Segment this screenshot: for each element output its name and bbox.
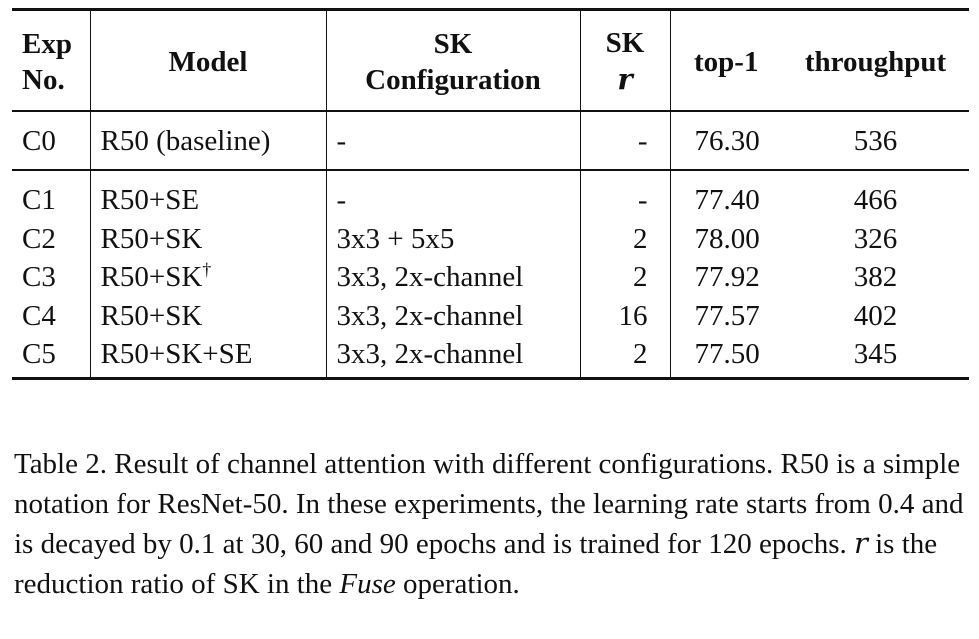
cell-model: R50+SK [90,219,327,259]
cell-exp: C3 [12,258,91,297]
cell-throughput: 466 [853,184,898,217]
cell-r: 2 [580,219,671,259]
header-sk-r: SK r [580,9,671,111]
cell-model: R50+SK+SE [90,335,327,379]
cell-exp: C1 [12,170,91,220]
table-row: C3 R50+SK† 3x3, 2x-channel 2 77.92 382 [12,258,969,297]
cell-top1: 77.57 [694,299,760,332]
cell-throughput: 402 [853,299,898,332]
baseline-group: C0 R50 (baseline) - - 76.30 536 [12,111,969,171]
cell-throughput: 345 [853,338,898,371]
table-row: C4 R50+SK 3x3, 2x-channel 16 77.57 402 [12,296,969,336]
dagger-footnote-mark: † [202,259,212,280]
experiments-group: C1 R50+SE - - 77.40 466 C2 R50+SK 3x3 + … [12,170,969,379]
table-row: C1 R50+SE - - 77.40 466 [12,170,969,220]
caption-r-symbol: r [853,526,868,560]
cell-config: - [326,111,581,171]
cell-throughput: 326 [853,222,898,255]
cell-r: 2 [580,258,671,297]
cell-top1: 78.00 [694,222,760,255]
header-throughput: throughput [804,45,947,78]
header-exp-no: Exp No. [12,9,91,111]
header-top1: top-1 [694,45,759,78]
cell-model: R50+SE [90,170,327,220]
caption-fuse-term: Fuse [339,567,396,600]
cell-config: 3x3, 2x-channel [326,296,581,336]
cell-r: - [580,170,671,220]
cell-config: 3x3, 2x-channel [326,258,581,297]
header-model: Model [90,9,327,111]
cell-model: R50+SK† [90,258,327,297]
cell-r: - [580,111,671,171]
table-row: C2 R50+SK 3x3 + 5x5 2 78.00 326 [12,219,969,259]
cell-config: - [326,170,581,220]
table-caption: Table 2. Result of channel attention wit… [14,448,964,600]
cell-top1: 77.40 [694,184,760,217]
results-table: Exp No. Model SK Configuration SK r top-1 t… [12,8,969,380]
table-row: C5 R50+SK+SE 3x3, 2x-channel 2 77.50 345 [12,335,969,379]
cell-r: 2 [580,335,671,379]
cell-r: 16 [580,296,671,336]
table-header: Exp No. Model SK Configuration SK r top-1 t… [12,9,969,111]
cell-exp: C5 [12,335,91,379]
cell-model: R50 (baseline) [90,111,327,171]
results-table-container: Exp No. Model SK Configuration SK r top-1 t… [12,8,969,380]
cell-model: R50+SK [90,296,327,336]
cell-exp: C4 [12,296,91,336]
cell-throughput: 382 [853,261,898,294]
cell-exp: C2 [12,219,91,259]
cell-top1: 77.92 [694,261,760,294]
header-sk-configuration: SK Configuration [326,9,581,111]
cell-config: 3x3, 2x-channel [326,335,581,379]
cell-top1: 76.30 [694,125,760,157]
header-row: Exp No. Model SK Configuration SK r top-1 t… [12,9,969,111]
table-row: C0 R50 (baseline) - - 76.30 536 [12,111,969,171]
cell-config: 3x3 + 5x5 [326,219,581,259]
cell-top1: 77.50 [694,338,760,371]
cell-throughput: 536 [853,125,898,157]
cell-exp: C0 [12,111,91,171]
